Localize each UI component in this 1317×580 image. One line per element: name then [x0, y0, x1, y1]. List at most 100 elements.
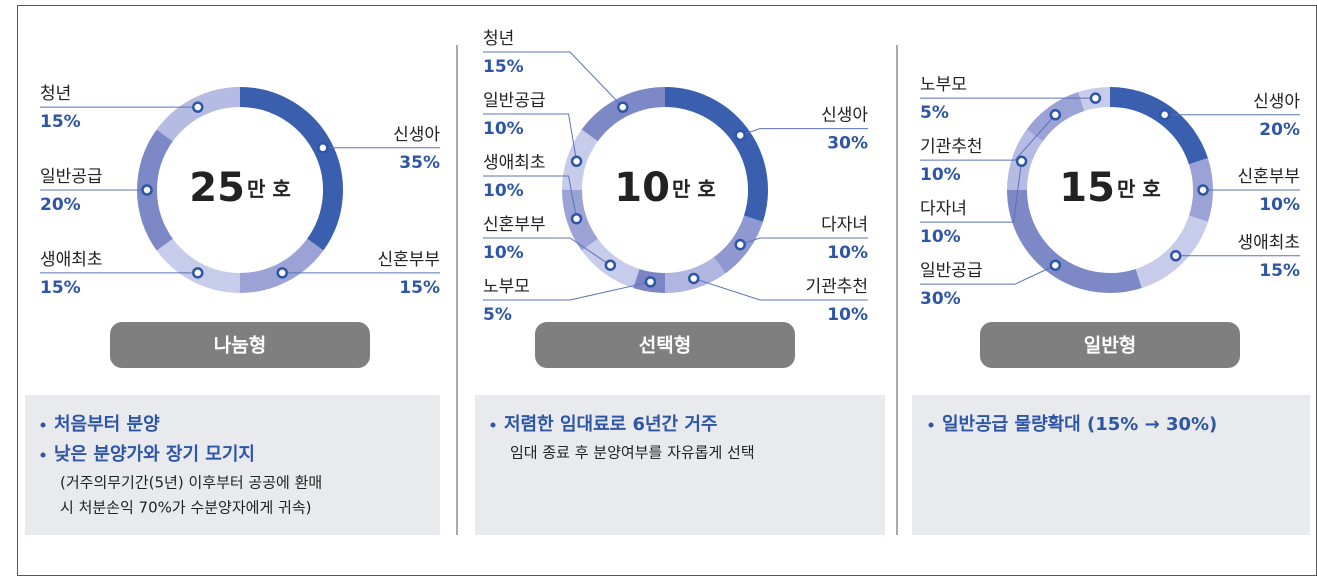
segment-value: 10%	[483, 119, 524, 139]
donut-segment	[239, 238, 324, 293]
leader-dot	[1015, 155, 1028, 168]
donut-segment	[1109, 87, 1208, 165]
center-label: 25 만 호	[189, 165, 290, 211]
type-title: 나눔형	[214, 335, 266, 357]
leader-line	[740, 237, 868, 246]
leader-line	[483, 237, 611, 266]
segment-label: 청년	[40, 84, 71, 104]
segment-value: 10%	[483, 243, 524, 263]
segment-label: 신생아	[1253, 92, 1300, 112]
segment-label: 기관추천	[805, 277, 868, 297]
segment-label: 신혼부부	[483, 215, 546, 235]
leader-line	[693, 277, 868, 301]
segment-label: 신혼부부	[377, 250, 440, 270]
leader-dot	[141, 184, 153, 196]
note-bullet: 처음부터 분양	[54, 414, 160, 435]
segment-label: 다자녀	[821, 215, 868, 235]
type-title: 일반형	[1084, 335, 1136, 357]
note-detail: (거주의무기간(5년) 이후부터 공공에 환매	[60, 474, 322, 492]
bullet	[40, 422, 46, 428]
leader-line	[483, 175, 578, 219]
note-bullet: 낮은 분양가와 장기 모기지	[54, 444, 255, 465]
segment-label: 일반공급	[40, 167, 103, 187]
segment-value: 35%	[399, 153, 440, 173]
segment-value: 30%	[920, 289, 961, 309]
segment-value: 30%	[827, 134, 868, 154]
center-label: 10 만 호	[614, 165, 715, 211]
note-bullet: 일반공급 물량확대 (15% → 30%)	[942, 414, 1217, 435]
bullet	[40, 452, 46, 458]
note-box	[912, 395, 1310, 535]
center-value: 25	[189, 165, 245, 211]
segment-label: 다자녀	[920, 199, 967, 219]
leader-dot	[1170, 250, 1182, 262]
type-pill	[980, 322, 1240, 368]
segment-value: 15%	[483, 57, 524, 77]
donut-segment	[239, 87, 343, 251]
leader-dot	[276, 267, 288, 279]
segment-value: 10%	[483, 181, 524, 201]
segment-value: 10%	[1259, 195, 1300, 215]
note-bullet: 저렴한 임대료로 6년간 거주	[504, 414, 717, 435]
segment-value: 5%	[483, 305, 512, 325]
center-unit: 만 호	[247, 177, 291, 201]
center-unit: 만 호	[672, 177, 716, 201]
segment-value: 10%	[920, 227, 961, 247]
center-value: 15	[1059, 165, 1115, 211]
segment-value: 20%	[40, 195, 81, 215]
center-label: 15 만 호	[1059, 165, 1160, 211]
segment-value: 20%	[1259, 120, 1300, 140]
note-box	[475, 395, 885, 535]
segment-value: 15%	[40, 112, 81, 132]
center-unit: 만 호	[1117, 177, 1161, 201]
leader-line	[740, 128, 868, 136]
segment-value: 10%	[920, 165, 961, 185]
center-value: 10	[614, 165, 670, 211]
segment-label: 생애최초	[483, 153, 546, 173]
segment-value: 5%	[920, 103, 949, 123]
type-pill	[110, 322, 370, 368]
leader-dot	[570, 155, 583, 168]
type-pill	[535, 322, 795, 368]
donut-segment	[156, 87, 241, 142]
segment-label: 노부모	[920, 75, 967, 95]
segment-label: 청년	[483, 29, 514, 49]
segment-label: 기관추천	[920, 137, 983, 157]
leader-line	[920, 161, 1023, 223]
note-detail: 시 처분손익 70%가 수분양자에게 귀속)	[60, 499, 311, 517]
segment-value: 15%	[399, 278, 440, 298]
segment-label: 신혼부부	[1237, 167, 1300, 187]
leader-dot	[687, 272, 700, 285]
segment-label: 생애최초	[40, 250, 103, 270]
segment-label: 생애최초	[1237, 233, 1300, 253]
leader-dot	[1049, 259, 1062, 271]
leader-dot	[1197, 184, 1209, 196]
segment-label: 일반공급	[483, 91, 546, 111]
bullet	[928, 422, 934, 428]
segment-label: 신생아	[393, 125, 440, 145]
donut-segment	[1135, 215, 1208, 288]
leader-dot	[734, 238, 746, 251]
donut-segment	[581, 87, 666, 142]
segment-label: 신생아	[821, 106, 868, 126]
leader-line	[920, 114, 1056, 161]
leader-line	[483, 51, 624, 108]
leader-dot	[570, 212, 583, 225]
leader-dot	[1049, 109, 1062, 121]
segment-label: 노부모	[483, 277, 530, 297]
donut-segment	[156, 238, 241, 293]
leader-dot	[1089, 92, 1102, 104]
bullet	[490, 422, 496, 428]
segment-value: 10%	[827, 305, 868, 325]
leader-dot	[734, 129, 746, 142]
leader-line	[483, 281, 651, 301]
leader-dot	[644, 276, 657, 288]
segment-value: 15%	[40, 278, 81, 298]
leader-dot	[192, 101, 204, 113]
note-detail: 임대 종료 후 분양여부를 자유롭게 선택	[510, 444, 755, 462]
leader-dot	[604, 259, 617, 271]
segment-value: 10%	[827, 243, 868, 263]
leader-dot	[317, 142, 329, 154]
leader-dot	[192, 267, 204, 279]
